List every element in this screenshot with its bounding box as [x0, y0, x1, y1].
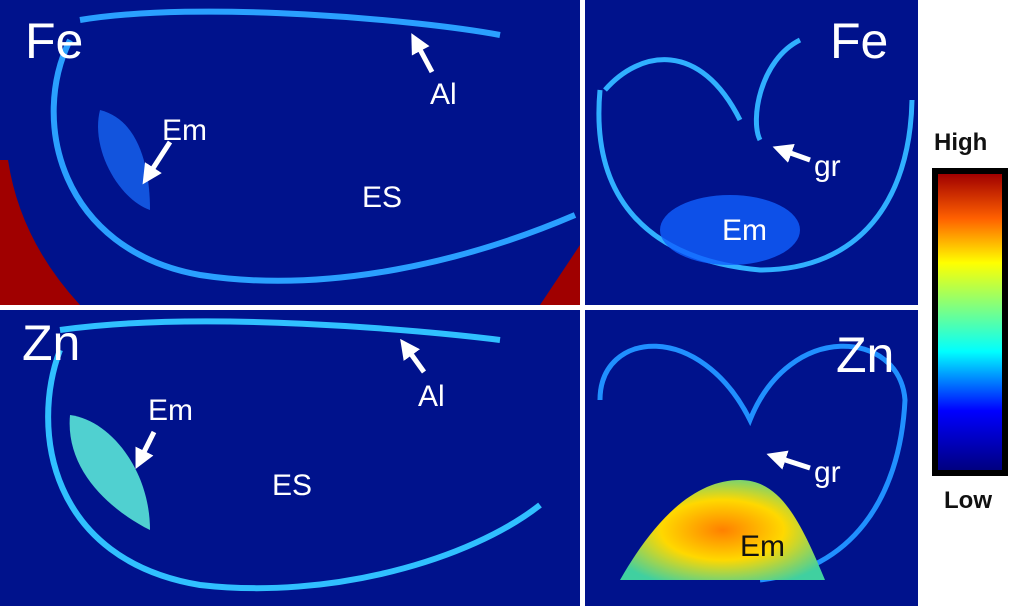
panels	[0, 0, 918, 606]
region-label: ES	[362, 181, 402, 214]
element-label: Fe	[830, 13, 888, 69]
region-label: Al	[430, 78, 457, 111]
region-label: ES	[272, 469, 312, 502]
element-label: Zn	[836, 327, 894, 383]
figure: Fe Al Em ES Fe gr Em Zn Al Em ES Zn gr E…	[0, 0, 1016, 606]
region-label: Em	[148, 394, 193, 427]
region-label: Em	[740, 530, 785, 563]
region-label: gr	[814, 456, 841, 489]
colorbar-scale	[938, 174, 1002, 470]
region-label: Em	[722, 214, 767, 247]
region-label: gr	[814, 150, 841, 183]
region-label: Em	[162, 114, 207, 147]
colorbar: High Low	[932, 129, 1008, 514]
element-label: Zn	[22, 315, 80, 371]
colorbar-high: High	[934, 129, 987, 156]
region-label: Al	[418, 380, 445, 413]
colorbar-low: Low	[944, 487, 992, 514]
element-label: Fe	[25, 13, 83, 69]
panel-bg	[0, 0, 580, 305]
